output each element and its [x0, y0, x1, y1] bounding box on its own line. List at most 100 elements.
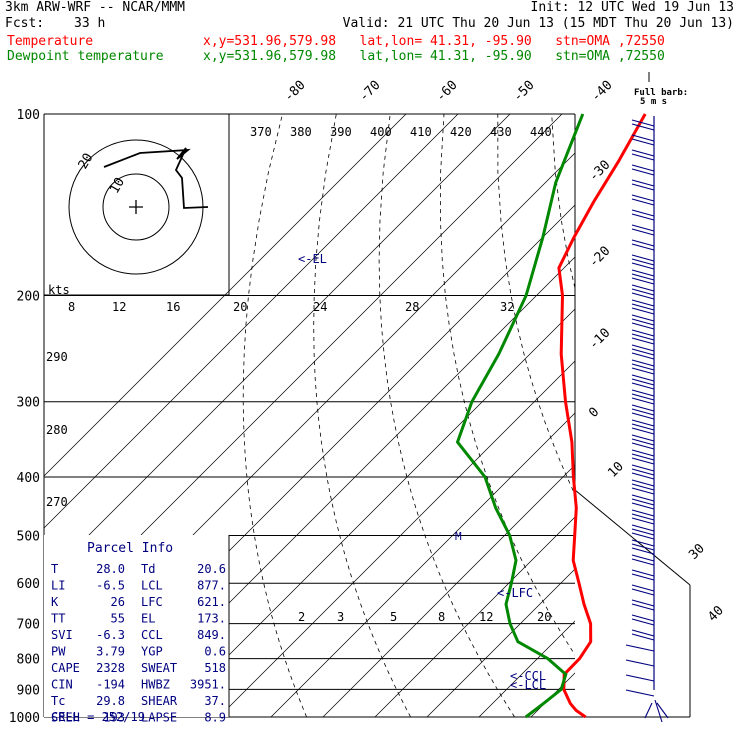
parcel-info-value: -194: [96, 678, 125, 692]
parcel-info-value: 173.: [197, 612, 226, 626]
pressure-label: 500: [17, 529, 40, 544]
wind-barb: [631, 457, 655, 465]
mixing-ratio-label: 5: [390, 610, 397, 624]
wind-barb: [631, 599, 655, 607]
parcel-info-label: K: [51, 595, 59, 609]
wind-speed-label: 16: [166, 300, 180, 314]
isotherm-top-label: -80: [281, 78, 308, 105]
dry-adiabat: [313, 114, 411, 717]
isotherm-right-label: -10: [586, 326, 613, 353]
wind-barb: [631, 603, 655, 611]
wind-barb: [631, 569, 655, 577]
level-marker: <-LCL: [510, 678, 546, 692]
parcel-info-label: CAPE: [51, 661, 80, 675]
isotherm-right-label: -30: [586, 158, 613, 185]
wind-barb: [631, 453, 655, 461]
wind-speed-label: 28: [405, 300, 419, 314]
parcel-info-label: YGP: [141, 645, 163, 659]
wind-barb: [631, 119, 655, 127]
parcel-info-value: 877.: [197, 579, 226, 593]
wind-barb: [631, 528, 655, 536]
theta-label: 440: [530, 125, 552, 139]
parcel-info-value: 849.: [197, 628, 226, 642]
parcel-info-label: LFC: [141, 595, 163, 609]
parcel-info-label: T: [51, 562, 58, 576]
wind-speed-label: 24: [313, 300, 327, 314]
dry-adiabat: [551, 114, 575, 290]
wind-barb: [631, 292, 655, 300]
wind-barb: [631, 258, 655, 266]
wind-barb: [631, 584, 655, 592]
pressure-label: 300: [17, 396, 40, 411]
isotherm: [44, 114, 459, 529]
wind-barb: [631, 397, 655, 405]
wind-barb: [631, 404, 655, 412]
init-time: Init: 12 UTC Wed 19 Jun 13: [530, 0, 735, 15]
pressure-label: 200: [17, 290, 40, 305]
dewpoint-line: [455, 113, 585, 719]
wind-barb: [631, 487, 655, 495]
wind-speed-label: 32: [500, 300, 514, 314]
wind-barb: [631, 322, 655, 330]
wind-barb: [631, 573, 655, 581]
pressure-label: 700: [17, 618, 40, 633]
parcel-info-value: -6.3: [96, 628, 125, 642]
hodograph-trace: [103, 147, 209, 209]
wind-speed-label: kts: [48, 283, 70, 297]
pressure-label: 800: [17, 653, 40, 668]
wind-barb: [631, 498, 655, 506]
wind-barb: [631, 539, 655, 547]
wind-barb: [631, 558, 655, 566]
dry-adiabat: [713, 114, 740, 717]
hodograph-label: 20: [76, 151, 97, 172]
wind-barb: [631, 277, 655, 285]
wind-barb: [631, 509, 655, 517]
wind-barb: [631, 134, 655, 142]
parcel-info-label: EL: [141, 612, 155, 626]
parcel-info-label: SVI: [51, 628, 73, 642]
wind-barb: [631, 209, 655, 217]
wind-barb: [631, 288, 655, 296]
parcel-info-label: SREH: [51, 711, 80, 725]
wind-barb: [631, 168, 655, 176]
parcel-info-value: 0.6: [204, 645, 226, 659]
wind-barb: [631, 393, 655, 401]
isotherm: [478, 620, 575, 717]
pressure-label: 400: [17, 471, 40, 486]
parcel-info-value: 29.8: [96, 694, 125, 708]
wind-barb: [631, 329, 655, 337]
parcel-info-cell: CELL = 252/19: [51, 710, 145, 724]
mixing-ratio-label: 20: [537, 610, 551, 624]
valid-time: Valid: 21 UTC Thu 20 Jun 13 (15 MDT Thu …: [342, 16, 734, 31]
dry-adiabat: [606, 114, 740, 717]
wind-barb: [631, 299, 655, 307]
wind-barb: [631, 588, 655, 596]
parcel-info-label: CCL: [141, 628, 163, 642]
barb-key-label: Full barb:: [634, 88, 688, 98]
parcel-info-value: 3951.: [190, 678, 226, 692]
wind-barb: [631, 468, 655, 476]
wind-barb: [631, 348, 655, 356]
thetae-label: 290: [46, 350, 68, 364]
wind-barb: [631, 438, 655, 446]
parcel-info-value: 37.: [204, 694, 226, 708]
parcel-info-value: -6.5: [96, 579, 125, 593]
parcel-info-label: CIN: [51, 678, 73, 692]
wind-barb: [631, 123, 655, 131]
wind-barb: [631, 337, 655, 345]
dewpoint-point-info: x,y=531.96,579.98 lat,lon= 41.31, -95.90…: [203, 49, 665, 64]
isotherm: [218, 360, 575, 717]
wind-barb: [631, 284, 655, 292]
wind-barb: [625, 674, 655, 682]
wind-speed-label: 8: [68, 300, 75, 314]
isotherm-top-label: -70: [356, 78, 383, 105]
wind-barb: [631, 483, 655, 491]
isotherm-right-label: 10: [605, 459, 627, 481]
level-marker: <-LFC: [497, 586, 533, 600]
wind-barb: [631, 532, 655, 540]
wind-barb: [631, 389, 655, 397]
isotherm-top-label: -40: [588, 78, 615, 105]
wind-barb: [631, 213, 655, 221]
wind-barb: [631, 194, 655, 202]
wind-barb: [631, 442, 655, 450]
